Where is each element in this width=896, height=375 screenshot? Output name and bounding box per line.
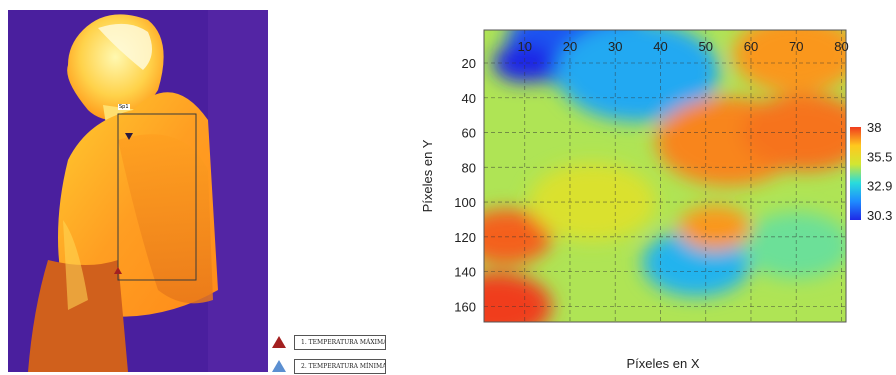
y-tick-label: 100	[454, 195, 476, 210]
colorbar-tick-label: 30.3	[867, 208, 892, 223]
heatmap-region-2	[556, 30, 720, 122]
heatmap-region-11	[678, 205, 751, 251]
heatmap-region-1	[493, 43, 557, 83]
legend-label-max: 1. TEMPERATURA MÁXIMA	[294, 334, 386, 350]
colorbar-tick-label: 38	[867, 120, 881, 135]
heatmap-region-6	[484, 272, 552, 322]
x-tick-label: 20	[563, 39, 577, 54]
heatmap-region-7	[484, 209, 552, 265]
legend-label-min: 2. TEMPERATURA MÍNIMA	[294, 358, 386, 374]
colorbar: 38 35.5 32.9 30.3	[850, 120, 892, 223]
heatmap-axis-ticks: 10 20 30 40 50 60 70 80 20 40 60 80 100 120 140 160	[454, 39, 848, 314]
x-tick-label: 40	[653, 39, 667, 54]
colorbar-tick-label: 35.5	[867, 149, 892, 164]
legend-max-temperature: 1. TEMPERATURA MÁXIMA	[272, 334, 386, 350]
x-tick-label: 10	[517, 39, 531, 54]
y-tick-label: 80	[462, 160, 476, 175]
heatmap-region-3	[732, 30, 846, 94]
y-tick-label: 140	[454, 265, 476, 280]
x-tick-label: 30	[608, 39, 622, 54]
x-axis-title: Píxeles en X	[627, 356, 700, 371]
legend-min-temperature: 2. TEMPERATURA MÍNIMA	[272, 358, 386, 374]
plot-frame	[483, 29, 847, 323]
x-tick-label: 60	[744, 39, 758, 54]
y-tick-label: 160	[454, 299, 476, 314]
colorbar-tick-label: 32.9	[867, 179, 892, 194]
heatmap-grid	[483, 29, 847, 323]
y-axis-title: Píxeles en Y	[420, 139, 435, 212]
triangle-red-icon	[272, 336, 286, 348]
x-tick-label: 50	[698, 39, 712, 54]
heatmap-plot-area	[484, 30, 846, 322]
colorbar-gradient	[850, 127, 861, 220]
heatmap-region-9	[741, 212, 846, 279]
x-tick-label: 70	[789, 39, 803, 54]
thermal-body-graphic	[8, 10, 268, 372]
roi-label: Sp1	[118, 104, 130, 110]
y-tick-label: 40	[462, 91, 476, 106]
thermal-image: Sp1	[8, 10, 268, 372]
triangle-blue-icon	[272, 360, 286, 372]
y-tick-label: 60	[462, 126, 476, 141]
x-tick-label: 80	[834, 39, 848, 54]
y-tick-label: 20	[462, 56, 476, 71]
y-tick-label: 120	[454, 230, 476, 245]
